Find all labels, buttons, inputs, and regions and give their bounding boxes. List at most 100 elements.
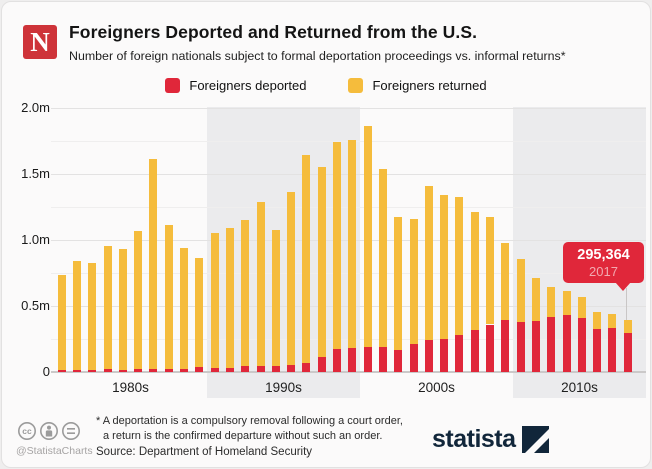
- callout-2017: 295,364 2017: [563, 242, 644, 283]
- deported-swatch: [165, 78, 181, 93]
- x-axis-label-1980s: 1980s: [112, 380, 149, 395]
- bar-1981-deported: [72, 369, 81, 372]
- bar-2000-returned: [363, 125, 372, 348]
- bar-2012-deported: [547, 317, 556, 372]
- bar-1985-returned: [134, 231, 143, 369]
- callout-year: 2017: [589, 263, 618, 279]
- bar-2000-deported: [363, 347, 372, 372]
- bar-2012-returned: [547, 286, 556, 318]
- source-text: Source: Department of Homeland Security: [96, 446, 313, 458]
- bar-1980-deported: [57, 369, 66, 372]
- bar-2013-returned: [562, 291, 571, 315]
- footnote-line1: * A deportation is a compulsory removal …: [96, 415, 403, 427]
- y-tick-0: 0: [42, 364, 50, 379]
- y-tick-2.0m: 2.0m: [21, 100, 50, 115]
- x-axis-line: [51, 371, 646, 373]
- y-tick-0.5m: 0.5m: [21, 298, 50, 313]
- bar-2010-returned: [516, 258, 525, 322]
- chart-subtitle: Number of foreign nationals subject to f…: [69, 49, 566, 63]
- bar-2017-returned: [623, 319, 632, 333]
- bar-1995-deported: [287, 365, 296, 372]
- bar-2009-returned: [501, 243, 510, 321]
- bar-1986-returned: [149, 159, 158, 369]
- bar-1985-deported: [134, 368, 143, 372]
- bar-1990-deported: [210, 368, 219, 372]
- bar-2016-deported: [608, 328, 617, 372]
- no-derivatives-icon: [61, 422, 80, 440]
- statista-charts-handle[interactable]: @StatistaCharts: [16, 445, 93, 457]
- bar-1996-returned: [302, 155, 311, 363]
- bar-2008-returned: [486, 217, 495, 325]
- bar-1998-returned: [333, 141, 342, 349]
- x-axis-label-2000s: 2000s: [418, 380, 455, 395]
- page-title: Foreigners Deported and Returned from th…: [69, 22, 478, 42]
- bar-1983-deported: [103, 369, 112, 372]
- newsweek-logo-letter: N: [30, 26, 50, 57]
- bar-2014-deported: [577, 318, 586, 372]
- bar-2009-deported: [501, 320, 510, 372]
- bar-1994-returned: [271, 230, 280, 366]
- bar-2015-returned: [593, 311, 602, 329]
- bar-2001-returned: [378, 168, 387, 348]
- legend-label-returned: Foreigners returned: [372, 78, 487, 93]
- callout-value: 295,364: [577, 246, 630, 263]
- bar-2005-deported: [440, 339, 449, 372]
- statista-logo[interactable]: statista: [432, 425, 549, 453]
- bar-2002-returned: [394, 216, 403, 351]
- bar-1981-returned: [72, 260, 81, 370]
- legend-item-returned: Foreigners returned: [348, 78, 487, 93]
- bar-1999-returned: [348, 139, 357, 348]
- bar-1988-deported: [180, 368, 189, 372]
- bar-2011-deported: [531, 320, 540, 372]
- attribution-icon: [39, 422, 58, 440]
- bar-1988-returned: [180, 248, 189, 369]
- cc-license-icons[interactable]: cc: [17, 420, 85, 448]
- bar-2003-deported: [409, 344, 418, 372]
- bar-1987-deported: [164, 368, 173, 372]
- returned-swatch: [348, 78, 364, 93]
- bar-1991-deported: [225, 367, 234, 372]
- bar-2015-deported: [593, 329, 602, 372]
- bar-1989-returned: [195, 257, 204, 368]
- bar-2017-deported: [623, 333, 632, 372]
- bar-1982-returned: [88, 262, 97, 370]
- bar-2004-returned: [424, 186, 433, 341]
- bar-2002-deported: [394, 350, 403, 372]
- bar-1989-deported: [195, 367, 204, 372]
- bar-1984-returned: [118, 249, 127, 370]
- bar-1987-returned: [164, 224, 173, 369]
- bar-1996-deported: [302, 362, 311, 372]
- bar-1983-returned: [103, 246, 112, 370]
- bar-1992-returned: [241, 220, 250, 367]
- bar-1992-deported: [241, 366, 250, 372]
- bar-1991-returned: [225, 227, 234, 368]
- legend-label-deported: Foreigners deported: [189, 78, 307, 93]
- gridline-2000000: [51, 108, 646, 109]
- bar-2010-deported: [516, 321, 525, 372]
- x-axis-label-1990s: 1990s: [265, 380, 302, 395]
- statista-wordmark: statista: [432, 425, 516, 453]
- bar-1999-deported: [348, 347, 357, 372]
- bar-1984-deported: [118, 369, 127, 372]
- bar-1982-deported: [88, 369, 97, 372]
- footnote-line2: a return is the confirmed departure with…: [103, 429, 383, 442]
- callout-pointer: [615, 282, 631, 291]
- bar-2003-returned: [409, 219, 418, 345]
- footnote: * A deportation is a compulsory removal …: [96, 414, 403, 443]
- callout-leader-line: [626, 288, 627, 320]
- legend-item-deported: Foreigners deported: [165, 78, 306, 93]
- bar-1993-deported: [256, 366, 265, 372]
- bar-2004-deported: [424, 340, 433, 372]
- bar-1997-deported: [317, 356, 326, 372]
- newsweek-logo[interactable]: N: [23, 25, 57, 59]
- bar-2007-returned: [470, 212, 479, 330]
- svg-text:cc: cc: [22, 426, 32, 436]
- bar-2014-returned: [577, 296, 586, 319]
- bar-1997-returned: [317, 166, 326, 357]
- bar-2006-returned: [455, 197, 464, 335]
- legend: Foreigners deported Foreigners returned: [2, 78, 650, 93]
- statista-mark: [521, 425, 549, 453]
- bar-1994-deported: [271, 365, 280, 372]
- bar-1993-returned: [256, 202, 265, 367]
